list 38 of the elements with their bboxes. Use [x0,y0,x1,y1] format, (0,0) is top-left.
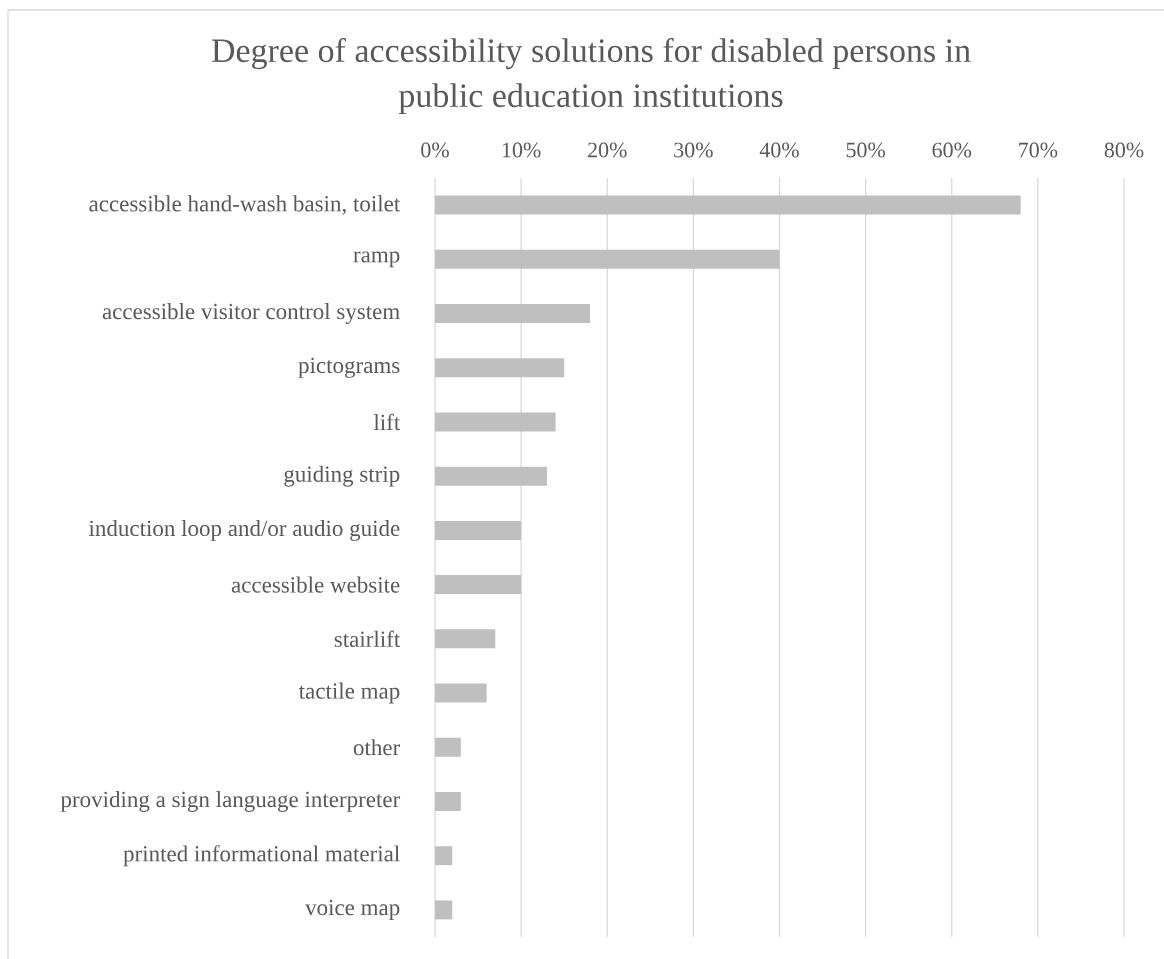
y-tick-label: accessible website [231,576,400,593]
y-tick-label: accessible visitor control system [102,303,400,324]
bar [435,900,453,920]
x-tick-label: 0% [421,142,449,158]
y-tick-label: other [353,739,401,756]
x-tick-label: 50% [846,142,886,158]
bar [435,412,556,432]
y-tick-label: voice map [305,899,400,920]
y-tick-label: ramp [353,251,400,268]
y-tick-label: providing a sign language interpreter [60,791,401,812]
bar [435,304,591,324]
bar [435,466,547,486]
bar [435,683,487,703]
bar [435,358,565,378]
x-tick-label: 60% [932,142,972,158]
y-tick-label: pictograms [298,357,400,378]
x-tick-label: 70% [1019,142,1058,158]
bar [435,846,453,866]
y-tick-label: induction loop and/or audio guide [88,519,400,541]
bar [435,575,522,595]
x-tick-label: 10% [502,142,541,158]
y-tick-label: printed informational material [123,845,400,867]
chart-title: Degree of accessibility solutions for disabled persons in public education institutions [211,37,971,115]
x-tick-label: 30% [674,142,713,158]
x-tick-label: 20% [588,142,627,158]
y-tick-label: stairlift [334,630,401,648]
bar [435,791,461,811]
y-tick-label: lift [373,413,401,431]
x-tick-label: 80% [1104,142,1144,158]
bar [435,629,496,649]
y-tick-label: tactile map [298,682,400,704]
bar [435,737,461,757]
bar [435,195,1021,215]
bar [435,249,780,269]
y-tick-label: guiding strip [284,465,400,487]
y-tick-label: accessible hand-wash basin, toilet [89,195,401,215]
x-tick-label: 40% [759,142,799,158]
bar [435,520,522,540]
